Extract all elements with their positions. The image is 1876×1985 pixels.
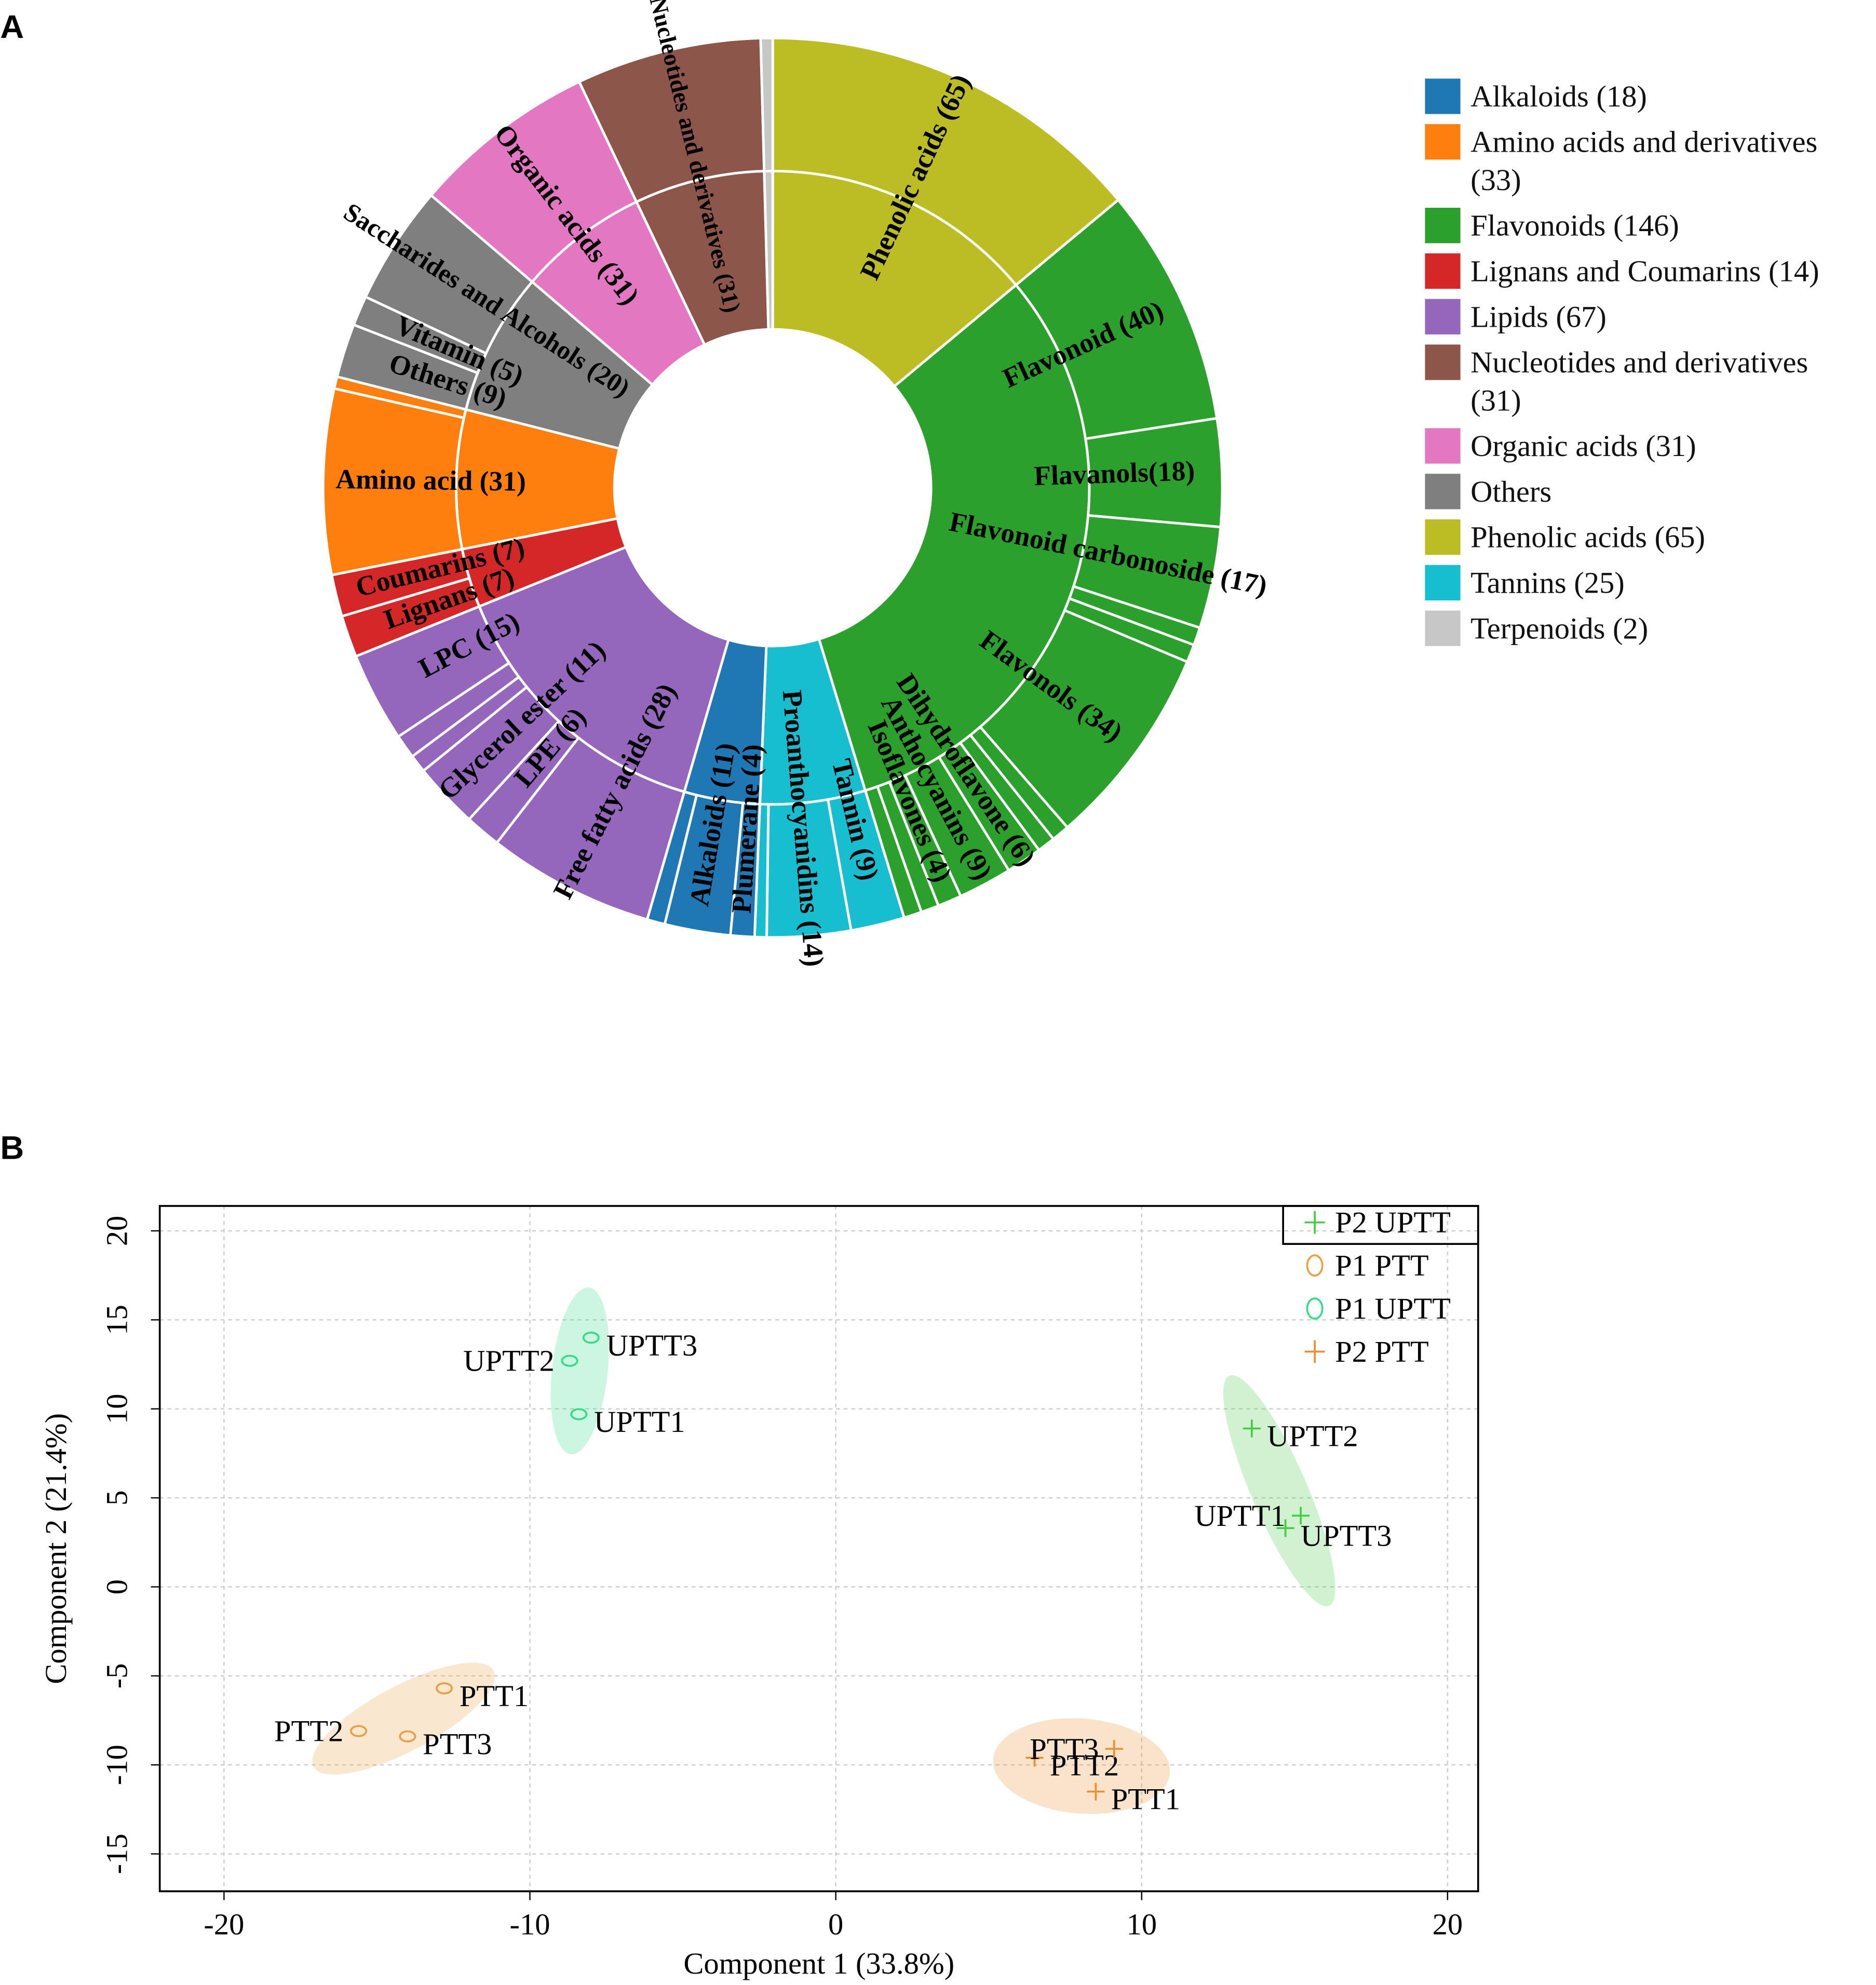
point-label: UPTT3: [606, 1329, 698, 1362]
legend-label: Nucleotides and derivatives (31): [1470, 347, 1808, 418]
confidence-ellipse: [993, 1718, 1170, 1814]
point-label: UPTT1: [1194, 1499, 1286, 1533]
legend-label: P1 UPTT: [1335, 1292, 1451, 1325]
point: [561, 1354, 578, 1367]
x-tick-label: 10: [1126, 1907, 1157, 1941]
point: [1291, 1507, 1310, 1525]
y-tick-label: -15: [100, 1834, 133, 1874]
legend-frame: [1282, 1205, 1479, 1245]
legend-entry: Terpenoids (2): [1425, 610, 1875, 649]
legend-marker: [1306, 1297, 1324, 1320]
point-label: PTT2: [1050, 1749, 1119, 1782]
x-tick-label: 0: [828, 1907, 843, 1941]
y-tick-label: -10: [100, 1745, 133, 1785]
segment-label: Flavanols(18): [1033, 455, 1195, 491]
legend-label: P1 PTT: [1335, 1249, 1428, 1282]
point-label: UPTT2: [1267, 1419, 1358, 1453]
point: [582, 1332, 600, 1344]
point: [399, 1730, 416, 1742]
legend-swatch: [1425, 78, 1461, 114]
legend-marker: [1304, 1211, 1325, 1234]
point: [1087, 1782, 1105, 1801]
confidence-ellipse: [550, 1287, 609, 1455]
legend-swatch: [1425, 299, 1461, 334]
legend-entry: Flavonoids (146): [1425, 208, 1875, 246]
point-label: UPTT1: [594, 1405, 685, 1439]
legend-label: Tannins (25): [1470, 567, 1625, 601]
point: [570, 1408, 588, 1420]
legend-entry: Nucleotides and derivatives (31): [1425, 344, 1875, 420]
point-label: PTT2: [274, 1714, 343, 1748]
legend-label: Lipids (67): [1470, 301, 1607, 334]
legend-entry: Lignans and Coumarins (14): [1425, 253, 1875, 291]
legend-swatch: [1425, 610, 1461, 646]
legend-box: Alkaloids (18) Amino acids and derivative…: [1425, 78, 1875, 649]
legend-label: Lignans and Coumarins (14): [1470, 256, 1819, 289]
legend-label: Phenolic acids (65): [1470, 521, 1706, 555]
outer-segment: [771, 36, 1121, 287]
plot-frame: [158, 1205, 1479, 1893]
legend-entry: Alkaloids (18): [1425, 78, 1875, 116]
legend-label: Terpenoids (2): [1470, 613, 1649, 646]
legend-swatch: [1425, 428, 1461, 464]
x-tick-label: -20: [204, 1907, 244, 1941]
legend: Alkaloids (18) Amino acids and derivative…: [1425, 78, 1875, 649]
legend-marker: [1304, 1340, 1325, 1363]
legend-marker: [1306, 1254, 1324, 1277]
point: [1276, 1519, 1294, 1537]
point-label: UPTT3: [1301, 1519, 1392, 1552]
legend-label: P2 UPTT: [1335, 1205, 1451, 1239]
legend-entry: Organic acids (31): [1425, 428, 1875, 466]
legend-label: Organic acids (31): [1470, 431, 1696, 464]
legend-label: Others: [1470, 476, 1552, 509]
y-tick-label: -5: [100, 1663, 133, 1688]
y-tick-label: 5: [100, 1490, 133, 1505]
x-axis-label: Component 1 (33.8%): [683, 1947, 954, 1980]
legend-entry: Phenolic acids (65): [1425, 519, 1875, 557]
y-tick-label: 15: [100, 1305, 133, 1335]
legend-entry: Tannins (25): [1425, 565, 1875, 603]
point-label: PTT1: [1111, 1782, 1180, 1816]
legend-swatch: [1425, 565, 1461, 601]
point-label: UPTT2: [463, 1344, 555, 1378]
y-tick-label: 20: [100, 1216, 133, 1246]
legend-swatch: [1425, 519, 1461, 555]
y-tick-label: 10: [100, 1393, 133, 1424]
point: [1105, 1740, 1123, 1758]
confidence-ellipse: [312, 1662, 495, 1775]
segment-label: Amino acid (31): [335, 463, 526, 497]
y-axis-label: Component 2 (21.4%): [39, 1413, 73, 1684]
point: [1243, 1419, 1261, 1438]
legend-entry: Amino acids and derivatives (33): [1425, 124, 1875, 200]
legend-swatch: [1425, 253, 1461, 289]
legend-swatch: [1425, 208, 1461, 244]
panel-label: B: [0, 1130, 24, 1166]
legend-label: P2 PTT: [1335, 1335, 1428, 1369]
y-tick-label: 0: [100, 1579, 133, 1594]
point: [350, 1725, 368, 1737]
legend-swatch: [1425, 124, 1461, 160]
legend-label: Alkaloids (18): [1470, 81, 1647, 114]
legend-entry: Others: [1425, 474, 1875, 512]
outer-segment: [759, 36, 774, 172]
panel-label: A: [0, 9, 24, 45]
legend-label: Flavonoids (146): [1470, 210, 1679, 244]
point: [1025, 1749, 1044, 1767]
x-tick-label: -10: [510, 1907, 550, 1941]
point-label: PTT3: [1030, 1732, 1099, 1766]
legend-swatch: [1425, 474, 1461, 509]
point-label: PTT3: [423, 1727, 492, 1761]
legend-entry: Lipids (67): [1425, 299, 1875, 337]
x-tick-label: 20: [1433, 1907, 1463, 1941]
legend-swatch: [1425, 344, 1461, 380]
legend-label: Amino acids and derivatives (33): [1470, 126, 1818, 198]
point-label: PTT1: [460, 1679, 529, 1713]
point: [436, 1682, 453, 1695]
